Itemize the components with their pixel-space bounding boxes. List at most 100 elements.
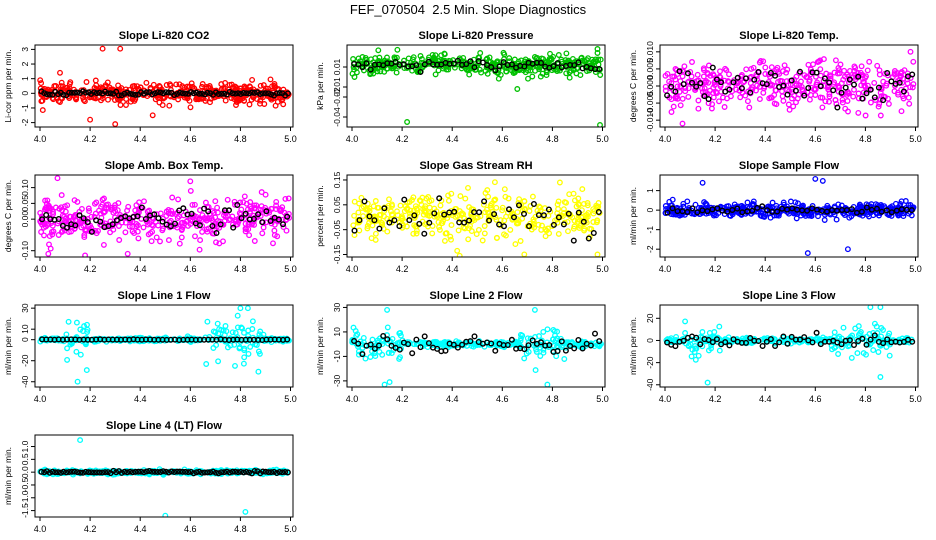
data-point (166, 102, 173, 109)
panel-title: Slope Li-820 Temp. (739, 30, 838, 42)
data-point-reference (506, 206, 513, 213)
data-point (255, 368, 262, 375)
data-point (878, 325, 885, 331)
data-point (692, 356, 699, 363)
data-point-reference (179, 468, 186, 475)
data-point (248, 221, 255, 228)
y-tick-label: -0.10 (20, 241, 30, 261)
data-point (503, 68, 510, 75)
data-point (762, 71, 769, 77)
data-point (491, 197, 498, 204)
data-point (37, 77, 44, 84)
data-point (410, 230, 417, 237)
data-point-reference (817, 341, 824, 348)
data-point-reference (60, 91, 67, 98)
data-point-reference (467, 58, 474, 65)
data-point (118, 85, 125, 92)
data-point-reference (521, 210, 528, 217)
data-point (529, 193, 536, 200)
data-point (270, 240, 276, 247)
data-point-reference (124, 469, 131, 476)
data-point-reference (463, 61, 470, 68)
data-point (773, 202, 780, 209)
data-point-reference (511, 214, 518, 221)
data-point-outlier (814, 59, 821, 66)
data-point-reference (71, 468, 78, 475)
data-point (662, 83, 669, 90)
x-tick-label: 4.8 (234, 524, 247, 534)
y-axis-label: Li-cor ppm per min. (3, 49, 13, 122)
x-tick-label: 5.0 (284, 524, 297, 534)
data-point-outlier (381, 381, 388, 387)
data-point (176, 213, 182, 220)
data-point (81, 98, 88, 105)
data-point-reference (46, 469, 53, 476)
x-tick-label: 4.4 (446, 134, 459, 144)
data-point (419, 194, 426, 201)
data-point-reference (684, 70, 691, 77)
data-point-reference (204, 89, 211, 96)
data-point (278, 97, 285, 104)
data-point (536, 203, 543, 210)
series-points (349, 46, 604, 127)
data-point (688, 353, 695, 360)
data-point-reference (262, 90, 269, 97)
data-point-reference (409, 350, 416, 357)
data-point-reference (476, 209, 483, 216)
data-point-reference (680, 81, 687, 88)
data-point (218, 81, 225, 88)
data-point (800, 210, 807, 217)
data-point-reference (719, 207, 726, 214)
x-tick-label: 4.2 (84, 264, 97, 274)
data-point (775, 78, 781, 85)
data-point-reference (893, 207, 900, 214)
data-point-reference (784, 340, 791, 347)
data-point-outlier (384, 306, 391, 313)
data-point-reference (863, 341, 870, 348)
y-tick-label: -1 (645, 226, 655, 234)
data-point (411, 341, 418, 348)
data-point-reference (805, 84, 812, 91)
data-point-outlier (112, 121, 119, 127)
data-point (173, 81, 180, 88)
data-point-reference (82, 89, 89, 96)
data-point (205, 84, 212, 91)
data-point (876, 71, 883, 78)
data-point (460, 54, 467, 61)
data-point (148, 238, 155, 245)
y-tick-label: 0.0 (20, 466, 30, 478)
data-point-reference (282, 469, 289, 476)
data-point-reference (263, 208, 270, 215)
data-point (401, 57, 407, 64)
data-point-reference (595, 208, 602, 215)
data-point (871, 320, 878, 327)
data-point (669, 73, 676, 80)
y-tick-label: 0.005 (645, 58, 655, 80)
data-point (92, 95, 99, 102)
data-point-reference (230, 224, 237, 231)
data-point (532, 367, 539, 374)
data-point (758, 336, 765, 343)
y-tick-label: 0.00 (20, 211, 30, 228)
data-point (231, 341, 238, 348)
data-point-reference (846, 76, 853, 83)
data-point (577, 72, 584, 79)
y-tick-label: -0.05 (332, 220, 342, 240)
series-points (662, 48, 917, 127)
data-point-reference (851, 342, 858, 349)
data-point (563, 50, 570, 57)
series-points (662, 175, 917, 257)
data-point-reference (496, 63, 503, 70)
data-point (84, 321, 90, 328)
data-point (262, 191, 269, 198)
data-point-reference (57, 469, 64, 476)
data-point-reference (218, 90, 225, 97)
data-point-reference (154, 89, 161, 96)
data-point (257, 82, 264, 89)
data-point-reference (201, 205, 208, 212)
y-tick-label: 0 (20, 91, 30, 96)
data-point (664, 70, 671, 77)
data-point (81, 234, 88, 241)
data-point (798, 78, 804, 85)
